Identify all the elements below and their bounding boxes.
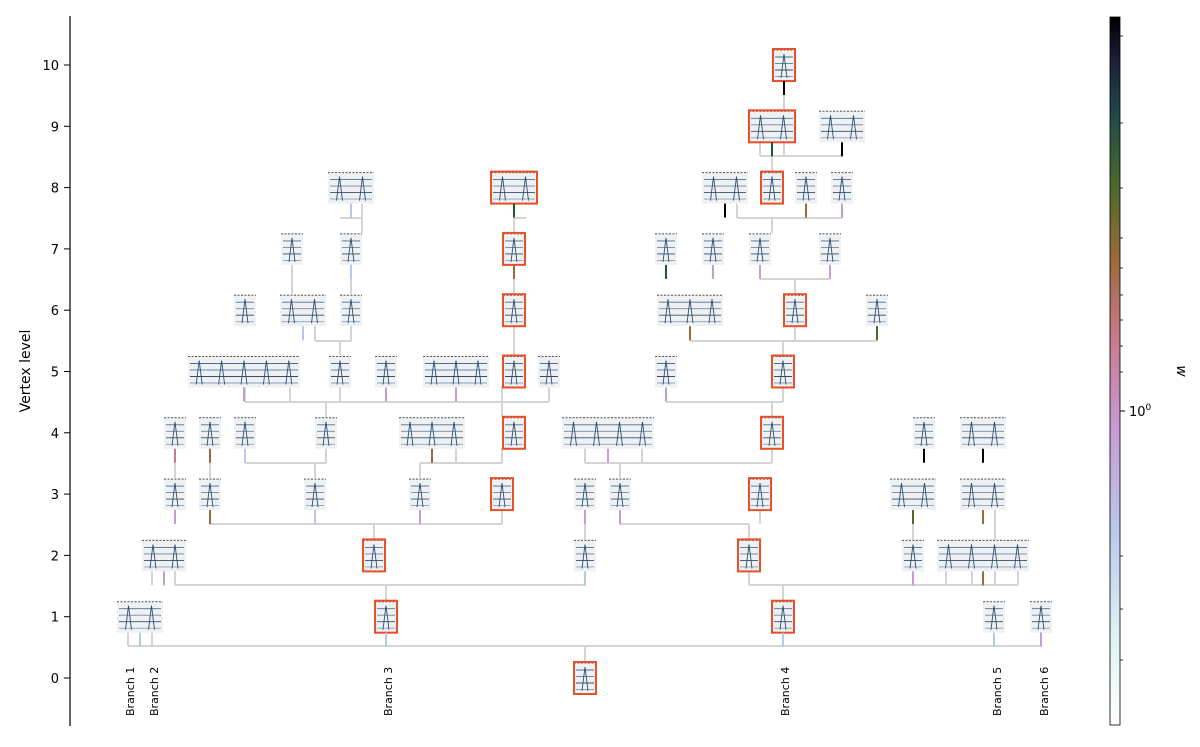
vertex-node xyxy=(340,294,362,327)
vertex-node xyxy=(657,294,723,341)
vertex-node xyxy=(866,294,888,341)
vertex-node xyxy=(574,539,596,586)
highlighted-vertex-node xyxy=(737,538,761,573)
vertex-node xyxy=(890,478,936,525)
vertex-node xyxy=(409,478,431,525)
vertex-node xyxy=(655,232,677,279)
highlighted-vertex-node xyxy=(772,48,796,95)
highlighted-vertex-node xyxy=(573,661,597,695)
vertex-node xyxy=(423,355,489,402)
y-tick-label: 7 xyxy=(51,243,59,258)
tree-nodes xyxy=(117,48,1052,695)
colorbar-tick-label: 100 xyxy=(1129,403,1152,420)
vertex-node xyxy=(199,416,221,463)
highlighted-vertex-node xyxy=(748,109,796,157)
vertex-node xyxy=(340,232,362,279)
highlighted-vertex-node xyxy=(748,477,772,512)
vertex-node xyxy=(538,355,560,388)
highlighted-vertex-node xyxy=(362,538,386,573)
highlighted-vertex-node xyxy=(502,231,526,279)
vertex-node xyxy=(902,539,924,586)
y-tick-label: 3 xyxy=(51,488,59,503)
vertex-node xyxy=(315,416,337,449)
vertex-node xyxy=(399,416,465,463)
vertex-node xyxy=(1030,600,1052,647)
highlighted-vertex-node xyxy=(771,599,795,647)
vertex-node xyxy=(188,355,300,402)
vertex-node xyxy=(831,171,853,218)
vertex-node xyxy=(702,232,724,279)
vertex-node xyxy=(117,600,163,647)
vertex-node xyxy=(960,478,1006,525)
y-tick-label: 1 xyxy=(51,611,59,626)
y-tick-label: 5 xyxy=(51,366,59,381)
highlighted-vertex-node xyxy=(760,415,784,450)
y-tick-label: 8 xyxy=(51,182,59,197)
vertex-node xyxy=(280,294,326,341)
vertex-node xyxy=(819,232,841,279)
vertex-node xyxy=(329,355,351,388)
vertex-node xyxy=(702,171,748,218)
branch-label-3: Branch 3 xyxy=(382,667,395,716)
vertex-node xyxy=(234,416,256,463)
y-tick-label: 4 xyxy=(51,427,59,442)
branch-label-6: Branch 6 xyxy=(1038,667,1051,716)
vertex-node xyxy=(164,416,186,463)
colorbar-label: w xyxy=(1173,365,1189,377)
y-axis: 0 1 2 3 4 5 6 7 8 9 10 Vertex level xyxy=(18,16,71,726)
highlighted-vertex-node xyxy=(783,293,807,328)
branch-labels: Branch 1 Branch 2 Branch 3 Branch 4 Bran… xyxy=(124,667,1051,716)
vertex-node xyxy=(562,416,654,463)
vertex-node xyxy=(234,294,256,327)
branch-label-1: Branch 1 xyxy=(124,667,137,716)
vertex-node xyxy=(199,478,221,525)
vertex-node xyxy=(609,478,631,525)
vertex-node xyxy=(960,416,1006,463)
vertex-node xyxy=(749,232,771,279)
vertex-node xyxy=(983,600,1005,647)
vertex-node xyxy=(142,539,186,586)
vertex-node xyxy=(164,478,186,525)
branch-label-4: Branch 4 xyxy=(779,667,792,716)
y-tick-label: 2 xyxy=(51,549,59,564)
y-tick-label: 6 xyxy=(51,304,59,319)
vertex-node xyxy=(913,416,935,463)
y-axis-label: Vertex level xyxy=(18,330,34,413)
highlighted-vertex-node xyxy=(502,354,526,389)
vertex-node xyxy=(375,355,397,402)
vertex-node xyxy=(304,478,326,525)
highlighted-vertex-node xyxy=(490,170,538,218)
highlighted-vertex-node xyxy=(490,477,514,512)
highlighted-vertex-node xyxy=(502,293,526,328)
branch-label-2: Branch 2 xyxy=(148,667,161,716)
y-tick-label: 9 xyxy=(51,120,59,135)
vertex-node xyxy=(655,355,677,402)
y-tick-label: 0 xyxy=(51,672,59,687)
colorbar: 100 w xyxy=(1109,16,1189,726)
highlighted-vertex-node xyxy=(771,354,795,389)
highlighted-vertex-node xyxy=(502,415,526,450)
vertex-node xyxy=(819,110,865,157)
y-tick-label: 10 xyxy=(42,59,59,74)
vertex-node xyxy=(574,478,596,525)
vertex-node xyxy=(328,171,374,218)
highlighted-vertex-node xyxy=(374,599,398,647)
vertex-node xyxy=(281,232,303,265)
vertex-node xyxy=(937,539,1029,586)
highlighted-vertex-node xyxy=(760,170,784,205)
vertex-node xyxy=(795,171,817,218)
branch-label-5: Branch 5 xyxy=(991,667,1004,716)
